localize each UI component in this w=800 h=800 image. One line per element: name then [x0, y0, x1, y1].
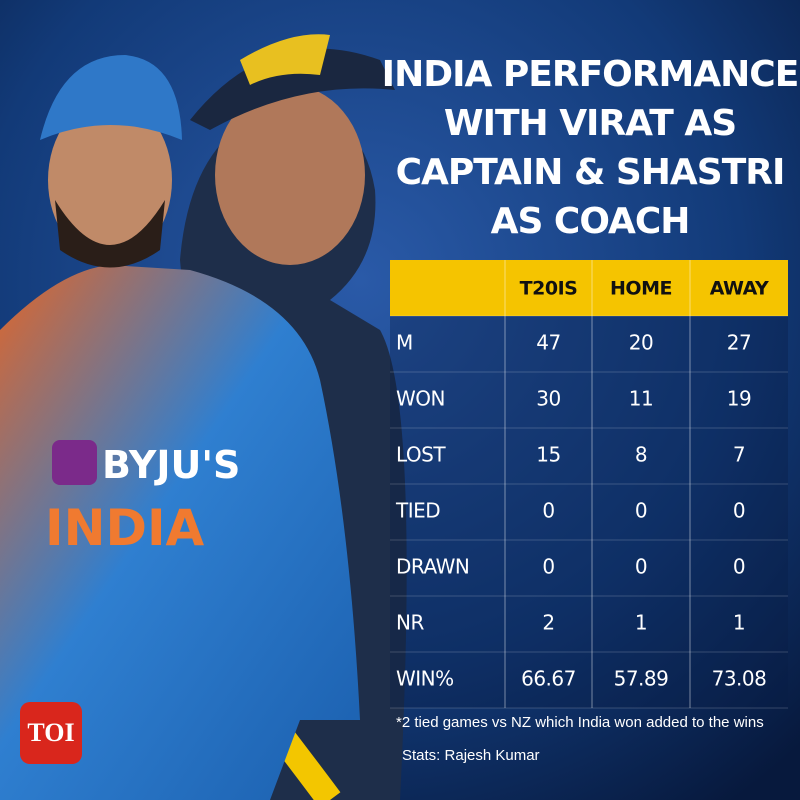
column-header: HOME	[610, 278, 672, 300]
cell-value: 8	[635, 443, 647, 467]
cell-value: 1	[733, 611, 745, 635]
cell-value: 0	[733, 499, 745, 523]
header-row	[390, 260, 788, 316]
row-label: WIN%	[396, 667, 454, 691]
column-header: T20IS	[520, 278, 578, 300]
footnote: *2 tied games vs NZ which India won adde…	[396, 714, 764, 731]
jersey-sponsor: BYJU'S	[102, 443, 240, 487]
logo: TOI	[27, 718, 74, 747]
cell-value: 15	[536, 443, 560, 467]
title-line: INDIA PERFORMANCE	[382, 54, 799, 95]
column-header: AWAY	[710, 278, 769, 300]
cell-value: 66.67	[521, 667, 576, 691]
jersey-team: INDIA	[45, 499, 205, 557]
title: INDIA PERFORMANCE WITH VIRAT AS CAPTAIN & …	[382, 54, 800, 242]
cell-value: 0	[542, 499, 554, 523]
row-label: DRAWN	[396, 555, 469, 579]
title-line: AS COACH	[491, 201, 690, 242]
cell-value: 7	[733, 443, 745, 467]
credit: Stats: Rajesh Kumar	[402, 747, 540, 764]
row-label: TIED	[395, 499, 440, 523]
logo-box	[20, 702, 82, 764]
cell-value: 2	[542, 611, 554, 635]
cell-value: 20	[629, 331, 653, 355]
player-photo: BYJU'S INDIA	[0, 55, 360, 800]
table-body	[390, 316, 788, 708]
cell-value: 47	[536, 331, 560, 355]
row-label: NR	[396, 611, 424, 635]
cell-value: 0	[733, 555, 745, 579]
cell-value: 11	[629, 387, 653, 411]
cell-value: 0	[635, 555, 647, 579]
row-label: M	[396, 331, 413, 355]
title-line: CAPTAIN & SHASTRI	[396, 152, 785, 193]
cell-value: 30	[536, 387, 560, 411]
cell-value: 57.89	[614, 667, 669, 691]
cell-value: 19	[727, 387, 751, 411]
cell-value: 27	[727, 331, 751, 355]
cell-value: 73.08	[712, 667, 767, 691]
row-label: LOST	[396, 443, 446, 467]
cell-value: 0	[542, 555, 554, 579]
title-line: WITH VIRAT AS	[444, 103, 736, 144]
row-label: WON	[396, 387, 445, 411]
cell-value: 0	[635, 499, 647, 523]
cell-value: 1	[635, 611, 647, 635]
